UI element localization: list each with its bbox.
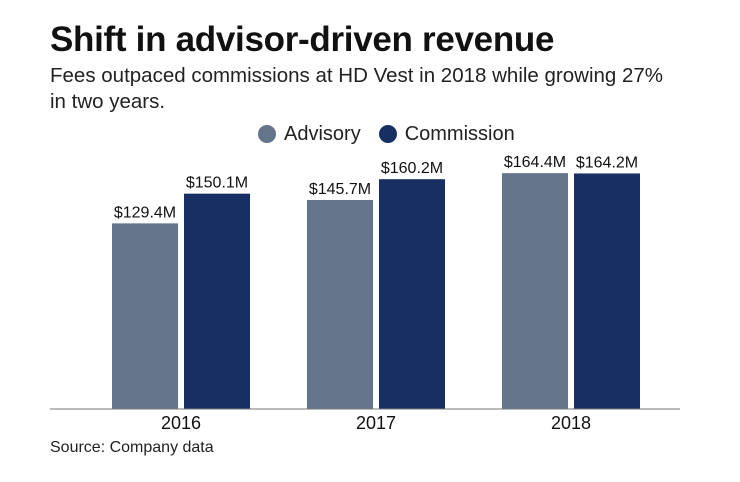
bar-commission-2016 [184,193,250,409]
data-label-advisory-2018: $164.4M [504,154,566,171]
bar-advisory-2016 [112,223,178,409]
chart-title: Shift in advisor-driven revenue [50,20,555,59]
data-label-advisory-2016: $129.4M [114,204,176,221]
source-note: Source: Company data [50,439,214,456]
x-tick-label-2017: 2017 [356,413,396,433]
data-label-commission-2016: $150.1M [186,175,248,192]
bar-advisory-2018 [502,173,568,409]
data-label-advisory-2017: $145.7M [309,181,371,198]
legend-label-advisory: Advisory [284,122,361,145]
x-tick-label-2018: 2018 [551,413,591,433]
legend-swatch-advisory [258,125,276,143]
bar-advisory-2017 [307,199,373,409]
bar-commission-2018 [574,173,640,409]
bar-commission-2017 [379,179,445,409]
data-label-commission-2017: $160.2M [381,160,443,177]
x-tick-label-2016: 2016 [161,413,201,433]
legend: Advisory Commission [258,121,515,147]
chart-subtitle: Fees outpaced commissions at HD Vest in … [50,64,664,113]
legend-label-commission: Commission [404,122,515,145]
legend-item-commission: Commission [378,122,515,146]
data-label-commission-2018: $164.2M [576,154,638,171]
legend-swatch-commission [378,125,397,143]
legend-item-advisory: Advisory [258,123,361,146]
